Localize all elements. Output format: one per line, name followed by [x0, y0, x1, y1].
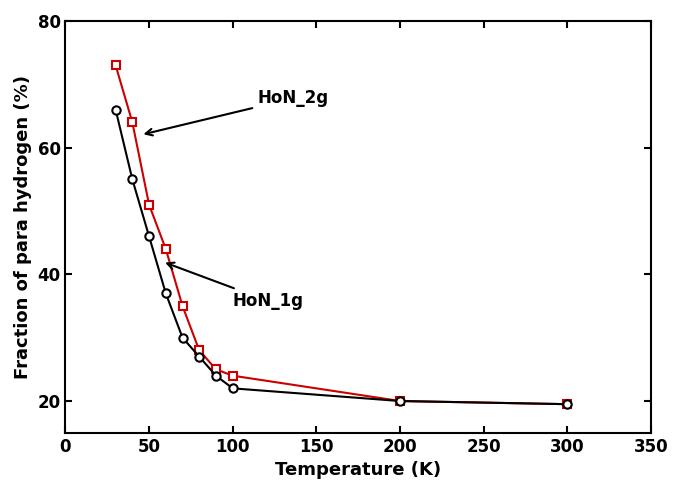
X-axis label: Temperature (K): Temperature (K): [275, 461, 441, 479]
Text: HoN_1g: HoN_1g: [167, 263, 303, 310]
Text: HoN_2g: HoN_2g: [146, 89, 329, 136]
Y-axis label: Fraction of para hydrogen (%): Fraction of para hydrogen (%): [14, 75, 32, 379]
